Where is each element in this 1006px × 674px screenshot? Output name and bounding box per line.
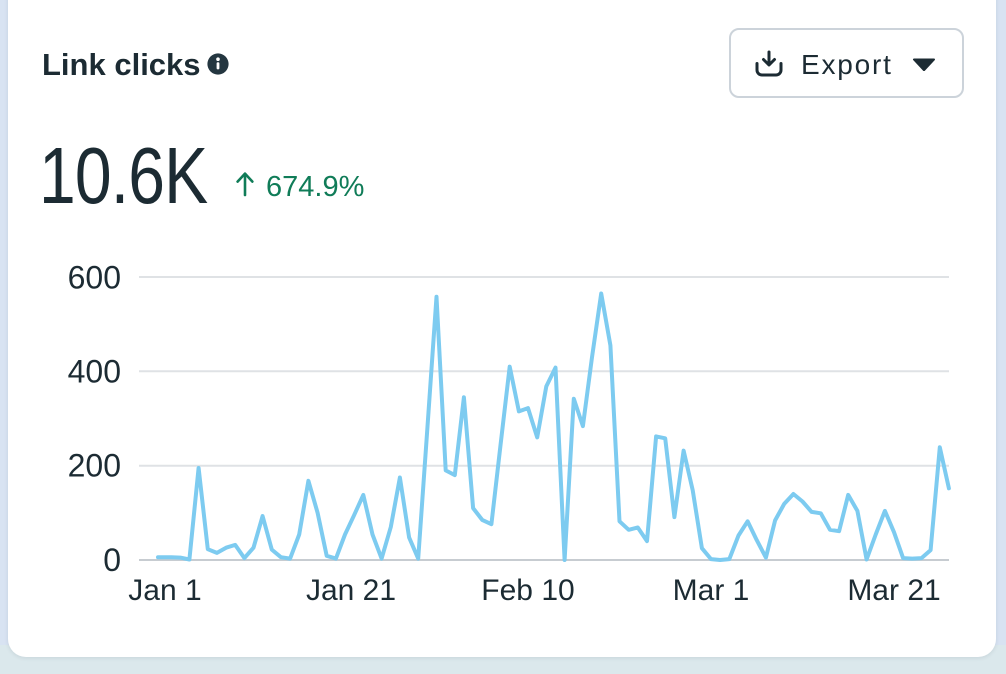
- svg-text:Feb 10: Feb 10: [481, 574, 574, 607]
- svg-text:Jan 1: Jan 1: [128, 574, 201, 607]
- svg-text:600: 600: [68, 259, 121, 295]
- svg-text:0: 0: [103, 542, 121, 578]
- svg-text:Mar 1: Mar 1: [673, 574, 750, 607]
- svg-text:Mar 21: Mar 21: [847, 574, 940, 607]
- svg-text:Jan 21: Jan 21: [306, 574, 396, 607]
- svg-text:400: 400: [68, 353, 121, 389]
- svg-text:200: 200: [68, 448, 121, 484]
